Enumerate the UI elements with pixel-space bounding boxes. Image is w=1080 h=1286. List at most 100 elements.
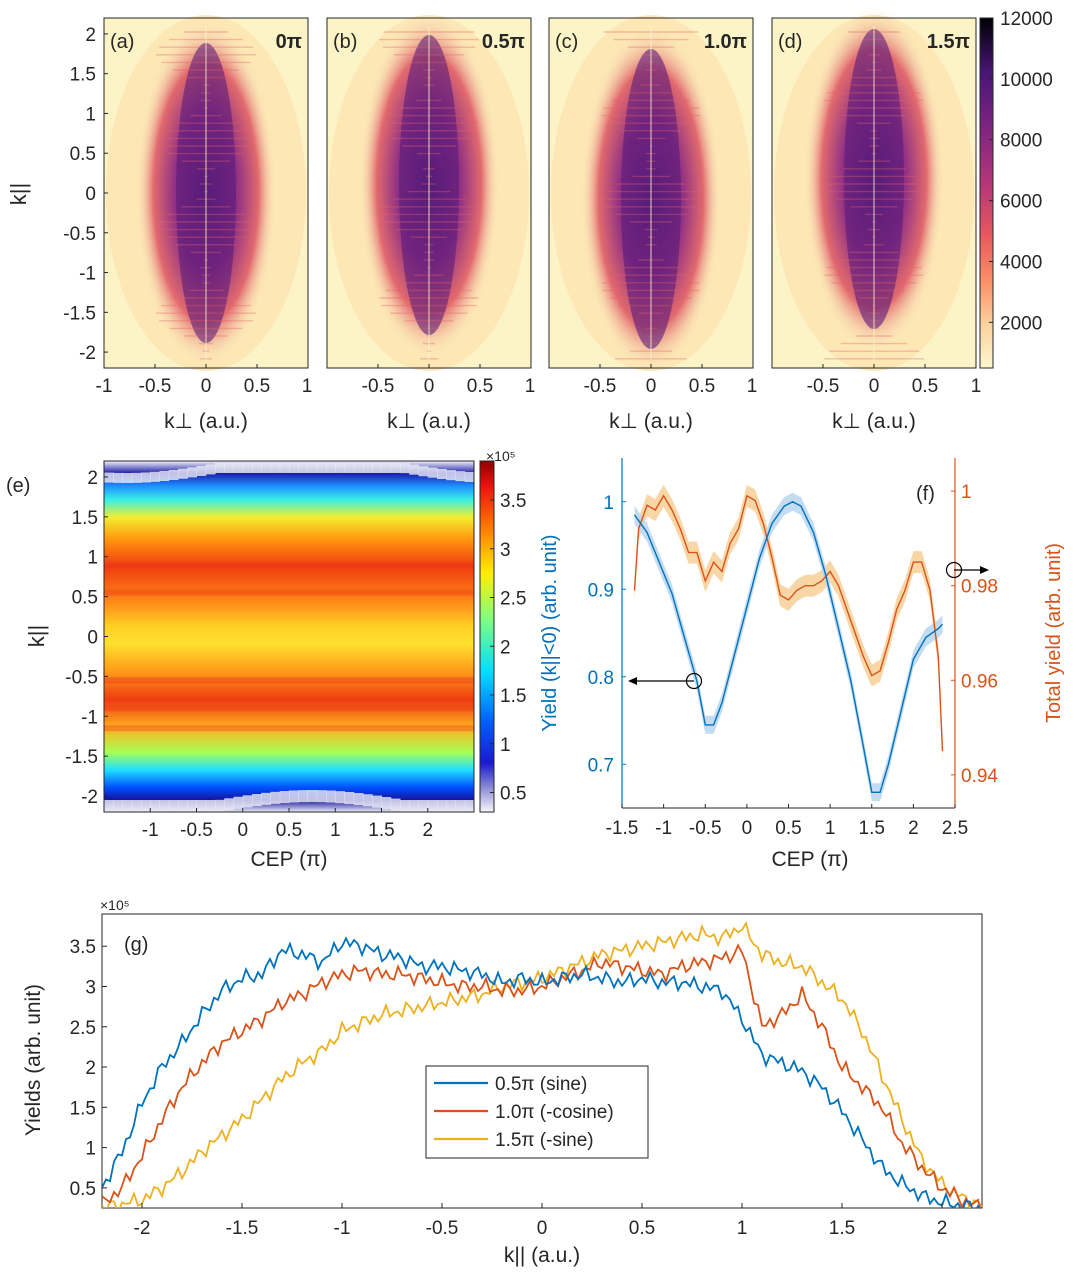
panel-e-xlabel: CEP (π) xyxy=(250,848,327,871)
colorbar-tick-label: 4000 xyxy=(1000,252,1042,273)
cep-momentum-map: (e) k|| CEP (π) -1 -0.5 0 0.5 1 1.5 2 2 1.5 1 0.5 0… xyxy=(6,448,526,871)
x-tick-label: 1 xyxy=(747,376,758,397)
cep-modulation-bottom xyxy=(187,800,197,812)
x-tick-label: 0.5 xyxy=(689,376,715,397)
x-axis-label: k⊥ (a.u.) xyxy=(387,410,471,433)
momentum-map-0: (a) 0π -1 -0.5 0 0.5 1 k⊥ (a.u.) xyxy=(96,15,313,433)
cep-modulation-top xyxy=(353,463,364,473)
cep-modulation-top xyxy=(372,463,382,473)
x-tick-label: 0 xyxy=(237,820,248,841)
panel-tag: (a) xyxy=(110,31,134,53)
momentum-maps-row: (a) 0π -1 -0.5 0 0.5 1 k⊥ (a.u.) (b) 0.5π -0.5 0 0.5… xyxy=(63,7,981,433)
x-tick-label: 0 xyxy=(646,376,657,397)
x-tick-label: 1 xyxy=(330,820,341,841)
y-tick-label: -2 xyxy=(79,343,96,364)
panel-f-ylabel-right: Total yield (arb. unit) xyxy=(1043,543,1065,723)
panel-g-xlabel: k|| (a.u.) xyxy=(504,1244,580,1267)
cep-modulation-top xyxy=(409,464,419,475)
y-tick-right-label: 0.98 xyxy=(961,577,998,598)
x-tick-label: -1 xyxy=(655,818,672,839)
x-tick-label: 2.5 xyxy=(942,818,968,839)
y-tick-label: 2.5 xyxy=(70,1018,96,1039)
x-tick-label: 2 xyxy=(908,818,919,839)
cep-modulation-bottom xyxy=(409,800,419,812)
cep-modulation-top xyxy=(159,471,170,482)
x-axis-label: k⊥ (a.u.) xyxy=(164,410,248,433)
panel-tag: (c) xyxy=(555,31,578,53)
cep-modulation-top xyxy=(187,467,197,478)
cep-modulation-top xyxy=(104,472,114,483)
cep-modulation-bottom xyxy=(131,800,142,812)
cep-modulation-top xyxy=(141,472,151,483)
yield-vs-kpar: -2 -1.5 -1 -0.5 0 0.5 1 1.5 2 3.5 3 2.5 2 1.5 1 0.5 (g)… xyxy=(22,897,983,1267)
colorbar-tick-label: 2 xyxy=(500,637,511,658)
cep-modulation-bottom xyxy=(381,797,392,810)
cep-modulation-bottom xyxy=(464,800,475,812)
colorbar-tick-label: 1 xyxy=(500,735,511,756)
y-tick-label: 0.5 xyxy=(70,144,96,165)
cep-modulation-bottom xyxy=(446,800,456,812)
x-tick-label: 1 xyxy=(525,376,536,397)
colorbar-tick-label: 12000 xyxy=(1000,9,1053,30)
y-tick-label: 1 xyxy=(85,104,96,125)
cep-modulation-bottom xyxy=(437,800,447,812)
x-tick-label: 0 xyxy=(537,1218,548,1239)
y-tick-left-label: 0.8 xyxy=(588,668,614,689)
x-tick-label: -1 xyxy=(334,1218,351,1239)
x-tick-label: 1.5 xyxy=(368,820,394,841)
y-tick-right-label: 0.96 xyxy=(961,671,998,692)
intensity-stripe xyxy=(104,561,474,568)
cep-modulation-top xyxy=(464,471,475,482)
cep-modulation-bottom xyxy=(270,791,281,804)
cep-modulation-bottom xyxy=(335,791,345,804)
cep-modulation-bottom xyxy=(289,790,299,803)
cep-modulation-top xyxy=(242,463,253,473)
cep-modulation-bottom xyxy=(455,800,466,812)
y-tick-label: 0.5 xyxy=(70,1179,96,1200)
cep-modulation-bottom xyxy=(353,793,364,806)
cep-modulation-bottom xyxy=(242,795,253,808)
colorbar-e-exponent: ×10⁵ xyxy=(486,448,516,464)
y-tick-label: 1 xyxy=(85,1139,96,1160)
x-tick-label: 0.5 xyxy=(467,376,493,397)
y-tick-label: -1.5 xyxy=(63,303,96,324)
panel-cep-label: 1.0π xyxy=(704,31,747,53)
cep-modulation-top xyxy=(381,463,392,473)
cep-modulation-bottom xyxy=(168,800,179,812)
legend-label-1: 1.0π (-cosine) xyxy=(495,1102,614,1123)
colorbar-tick-label: 2000 xyxy=(1000,313,1042,334)
x-tick-label: 1 xyxy=(302,376,313,397)
y-tick-label: -2 xyxy=(81,787,98,808)
total-yield-line xyxy=(633,494,944,752)
legend: 0.5π (sine) 1.0π (-cosine) 1.5π (-sine) xyxy=(425,1065,649,1159)
cep-modulation-top xyxy=(316,463,327,473)
momentum-map-1: (b) 0.5π -0.5 0 0.5 1 k⊥ (a.u.) xyxy=(326,13,536,433)
cep-modulation-bottom xyxy=(141,800,151,812)
panel-tag: (b) xyxy=(333,31,357,53)
colorbar-tick-label: 10000 xyxy=(1000,70,1053,91)
x-tick-label: -1.5 xyxy=(226,1218,259,1239)
y-tick-label: 0.5 xyxy=(72,588,98,609)
x-tick-label: 1 xyxy=(737,1218,748,1239)
cep-modulation-top xyxy=(252,463,262,473)
panel-g-exponent: ×10⁵ xyxy=(100,897,130,913)
cep-modulation-top xyxy=(298,463,308,473)
y-tick-label: 1 xyxy=(87,548,98,569)
colorbar-tick-label: 0.5 xyxy=(500,784,526,805)
cep-modulation-top xyxy=(131,472,142,483)
cep-modulation-bottom xyxy=(298,790,308,803)
series-cosine-line xyxy=(102,943,982,1208)
panel-f-ylabel-left: Yield (k||<0) (arb. unit) xyxy=(539,535,561,732)
cep-modulation-bottom xyxy=(400,800,410,812)
legend-label-0: 0.5π (sine) xyxy=(495,1074,587,1095)
cep-modulation-top xyxy=(215,463,225,473)
panel-g-ylabel: Yields (arb. unit) xyxy=(22,984,45,1136)
cep-modulation-bottom xyxy=(196,800,207,812)
x-tick-label: -0.5 xyxy=(362,376,395,397)
colorbar-e xyxy=(479,460,495,813)
cep-modulation-top xyxy=(150,471,160,482)
cep-modulation-top xyxy=(289,463,299,473)
cep-modulation-top xyxy=(196,465,207,476)
x-tick-label: 2 xyxy=(937,1218,948,1239)
x-tick-label: -0.5 xyxy=(139,376,172,397)
